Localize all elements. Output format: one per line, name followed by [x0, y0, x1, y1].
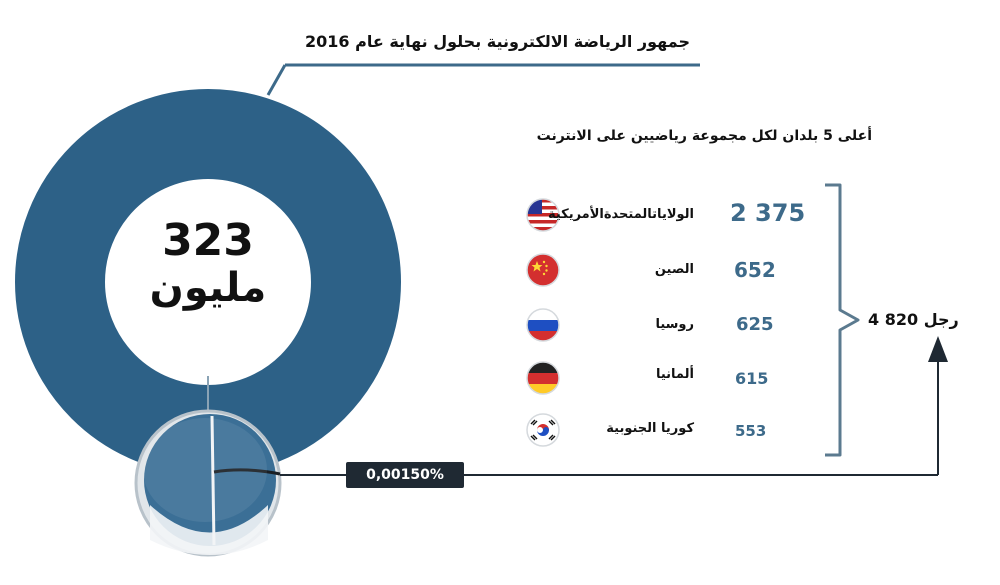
arrow-head-icon [928, 336, 948, 362]
country-name: روسيا [655, 317, 694, 332]
country-row-china: الصين 652 [520, 253, 840, 293]
china-flag-icon [526, 253, 560, 287]
south-korea-flag-icon [526, 413, 560, 447]
country-name: الصين [654, 262, 694, 277]
percent-badge: 0,00150% [346, 462, 464, 488]
magnifier-icon [134, 409, 282, 557]
country-name: ألمانيا [655, 367, 694, 382]
usa-flag-icon [526, 198, 560, 232]
country-row-usa: الولاياتالمتحدةالأمريكية 2 375 [520, 198, 840, 238]
country-name: الولاياتالمتحدةالأمريكية [547, 207, 694, 222]
country-value: 652 [734, 258, 776, 282]
countries-bracket [825, 183, 860, 457]
page-title: جمهور الرياضة الالكترونية بحلول نهاية عا… [305, 32, 690, 51]
audience-unit: مليون [149, 265, 267, 311]
audience-value: 323 [162, 215, 254, 266]
country-value: 615 [735, 369, 769, 388]
germany-flag-icon [526, 361, 560, 395]
country-row-russia: روسيا 625 [520, 308, 840, 348]
russia-flag-icon [526, 308, 560, 342]
country-value: 625 [736, 314, 774, 335]
country-value: 2 375 [730, 199, 806, 227]
country-value: 553 [735, 422, 767, 440]
country-row-germany: ألمانيا 615 [520, 361, 840, 401]
countries-subtitle: أعلى 5 بلدان لكل مجموعة رياضيين على الان… [536, 128, 872, 144]
country-name: كوريا الجنوبية [606, 421, 694, 436]
title-leader-line [266, 64, 287, 96]
total-players: رجل 820 4 [868, 310, 959, 329]
country-row-south-korea: كوريا الجنوبية 553 [520, 413, 840, 453]
